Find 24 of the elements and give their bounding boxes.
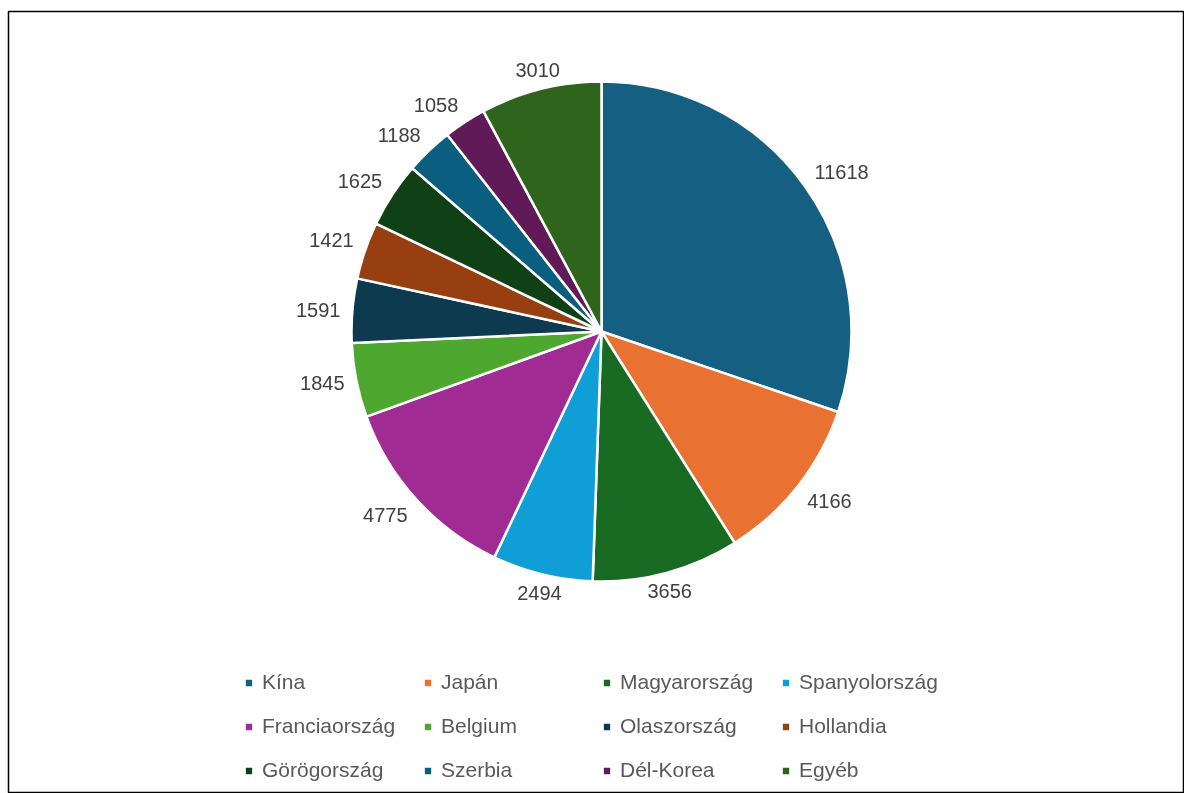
data-label: 1625 [337,170,383,193]
legend-label: Dél-Korea [620,757,716,783]
legend-label: Kína [262,669,307,695]
legend-label: Belgium [441,713,518,739]
data-label: 3010 [515,59,560,82]
legend-label: Magyarország [620,669,755,695]
data-label: 1845 [300,371,345,394]
data-label: 1421 [309,228,354,251]
legend-label: Egyéb [799,757,860,783]
data-label: 1058 [413,94,459,117]
data-label: 3656 [647,580,692,603]
data-label: 4166 [807,489,852,512]
data-label: 4775 [363,503,408,526]
data-label: 2494 [517,582,562,605]
legend-label: Görögország [262,757,385,783]
legend-label: Szerbia [441,757,514,783]
legend-label: Japán [441,669,500,695]
legend-label: Spanyolország [799,669,939,695]
data-label: 11618 [814,160,869,183]
legend-label: Hollandia [799,713,888,739]
data-label: 1188 [377,123,421,146]
data-label: 1591 [295,298,341,321]
legend-label: Olaszország [620,713,738,739]
legend-label: Franciaország [262,713,397,739]
